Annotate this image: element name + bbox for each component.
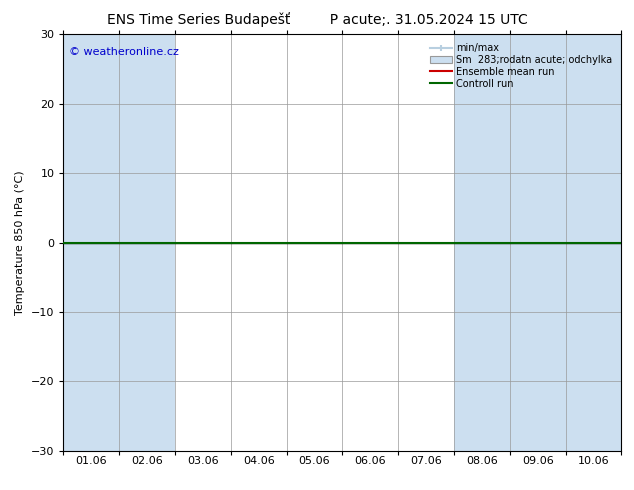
Bar <box>63 34 119 451</box>
Y-axis label: Temperature 850 hPa (°C): Temperature 850 hPa (°C) <box>15 170 25 315</box>
Text: © weatheronline.cz: © weatheronline.cz <box>69 47 179 57</box>
Bar <box>566 34 621 451</box>
Bar <box>454 34 510 451</box>
Text: ENS Time Series Budapešť         P acute;. 31.05.2024 15 UTC: ENS Time Series Budapešť P acute;. 31.05… <box>107 12 527 27</box>
Bar <box>510 34 566 451</box>
Bar <box>119 34 175 451</box>
Legend: min/max, Sm  283;rodatn acute; odchylka, Ensemble mean run, Controll run: min/max, Sm 283;rodatn acute; odchylka, … <box>426 39 616 93</box>
